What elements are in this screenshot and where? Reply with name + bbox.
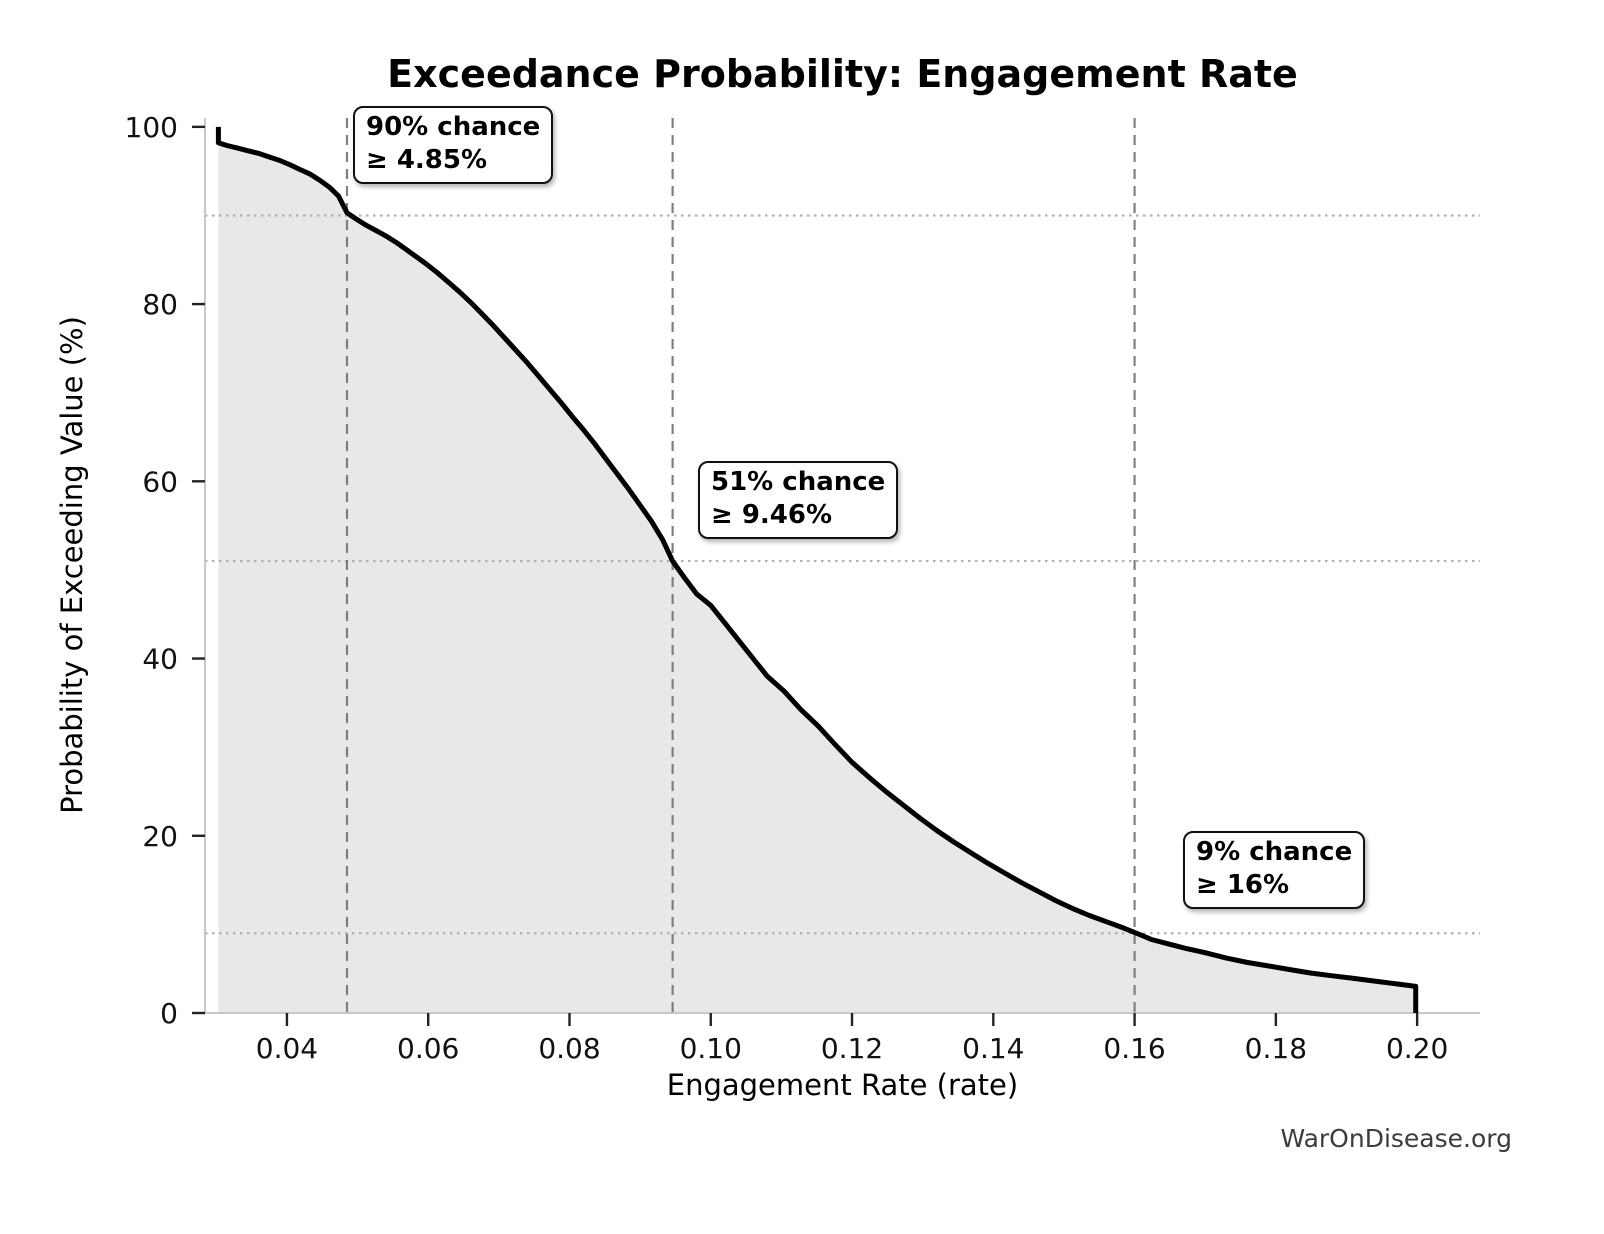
- annotation-chance-text: 90% chance: [366, 112, 541, 142]
- x-axis-label: Engagement Rate (rate): [666, 1068, 1019, 1102]
- y-tick-label: 100: [125, 111, 178, 144]
- x-tick-label: 0.16: [1103, 1032, 1165, 1065]
- x-tick-label: 0.06: [397, 1032, 459, 1065]
- annotation-9-percent: 9% chance ≥ 16%: [1183, 831, 1366, 909]
- annotation-threshold-text: ≥ 9.46%: [711, 500, 833, 530]
- annotation-chance-text: 51% chance: [711, 467, 886, 497]
- y-tick-label: 0: [160, 997, 178, 1030]
- y-tick-label: 20: [142, 820, 178, 853]
- fill-area: [218, 126, 1416, 1013]
- x-tick-label: 0.12: [821, 1032, 883, 1065]
- watermark-text: WarOnDisease.org: [1280, 1124, 1512, 1153]
- x-tick-label: 0.10: [680, 1032, 742, 1065]
- y-tick-label: 40: [142, 643, 178, 676]
- y-axis-label: Probability of Exceeding Value (%): [55, 316, 89, 814]
- x-tick-label: 0.08: [538, 1032, 600, 1065]
- annotation-threshold-text: ≥ 4.85%: [366, 145, 488, 175]
- annotation-90-percent: 90% chance ≥ 4.85%: [353, 106, 554, 184]
- chart-title: Exceedance Probability: Engagement Rate: [387, 52, 1298, 96]
- curve-line: [215, 126, 1419, 1013]
- y-tick-label: 60: [142, 465, 178, 498]
- y-tick-label: 80: [142, 288, 178, 321]
- x-tick-label: 0.04: [256, 1032, 318, 1065]
- x-tick-label: 0.20: [1386, 1032, 1448, 1065]
- x-tick-label: 0.18: [1245, 1032, 1307, 1065]
- annotation-threshold-text: ≥ 16%: [1196, 870, 1290, 900]
- annotation-chance-text: 9% chance: [1196, 837, 1353, 867]
- x-tick-label: 0.14: [962, 1032, 1024, 1065]
- annotation-51-percent: 51% chance ≥ 9.46%: [698, 461, 899, 539]
